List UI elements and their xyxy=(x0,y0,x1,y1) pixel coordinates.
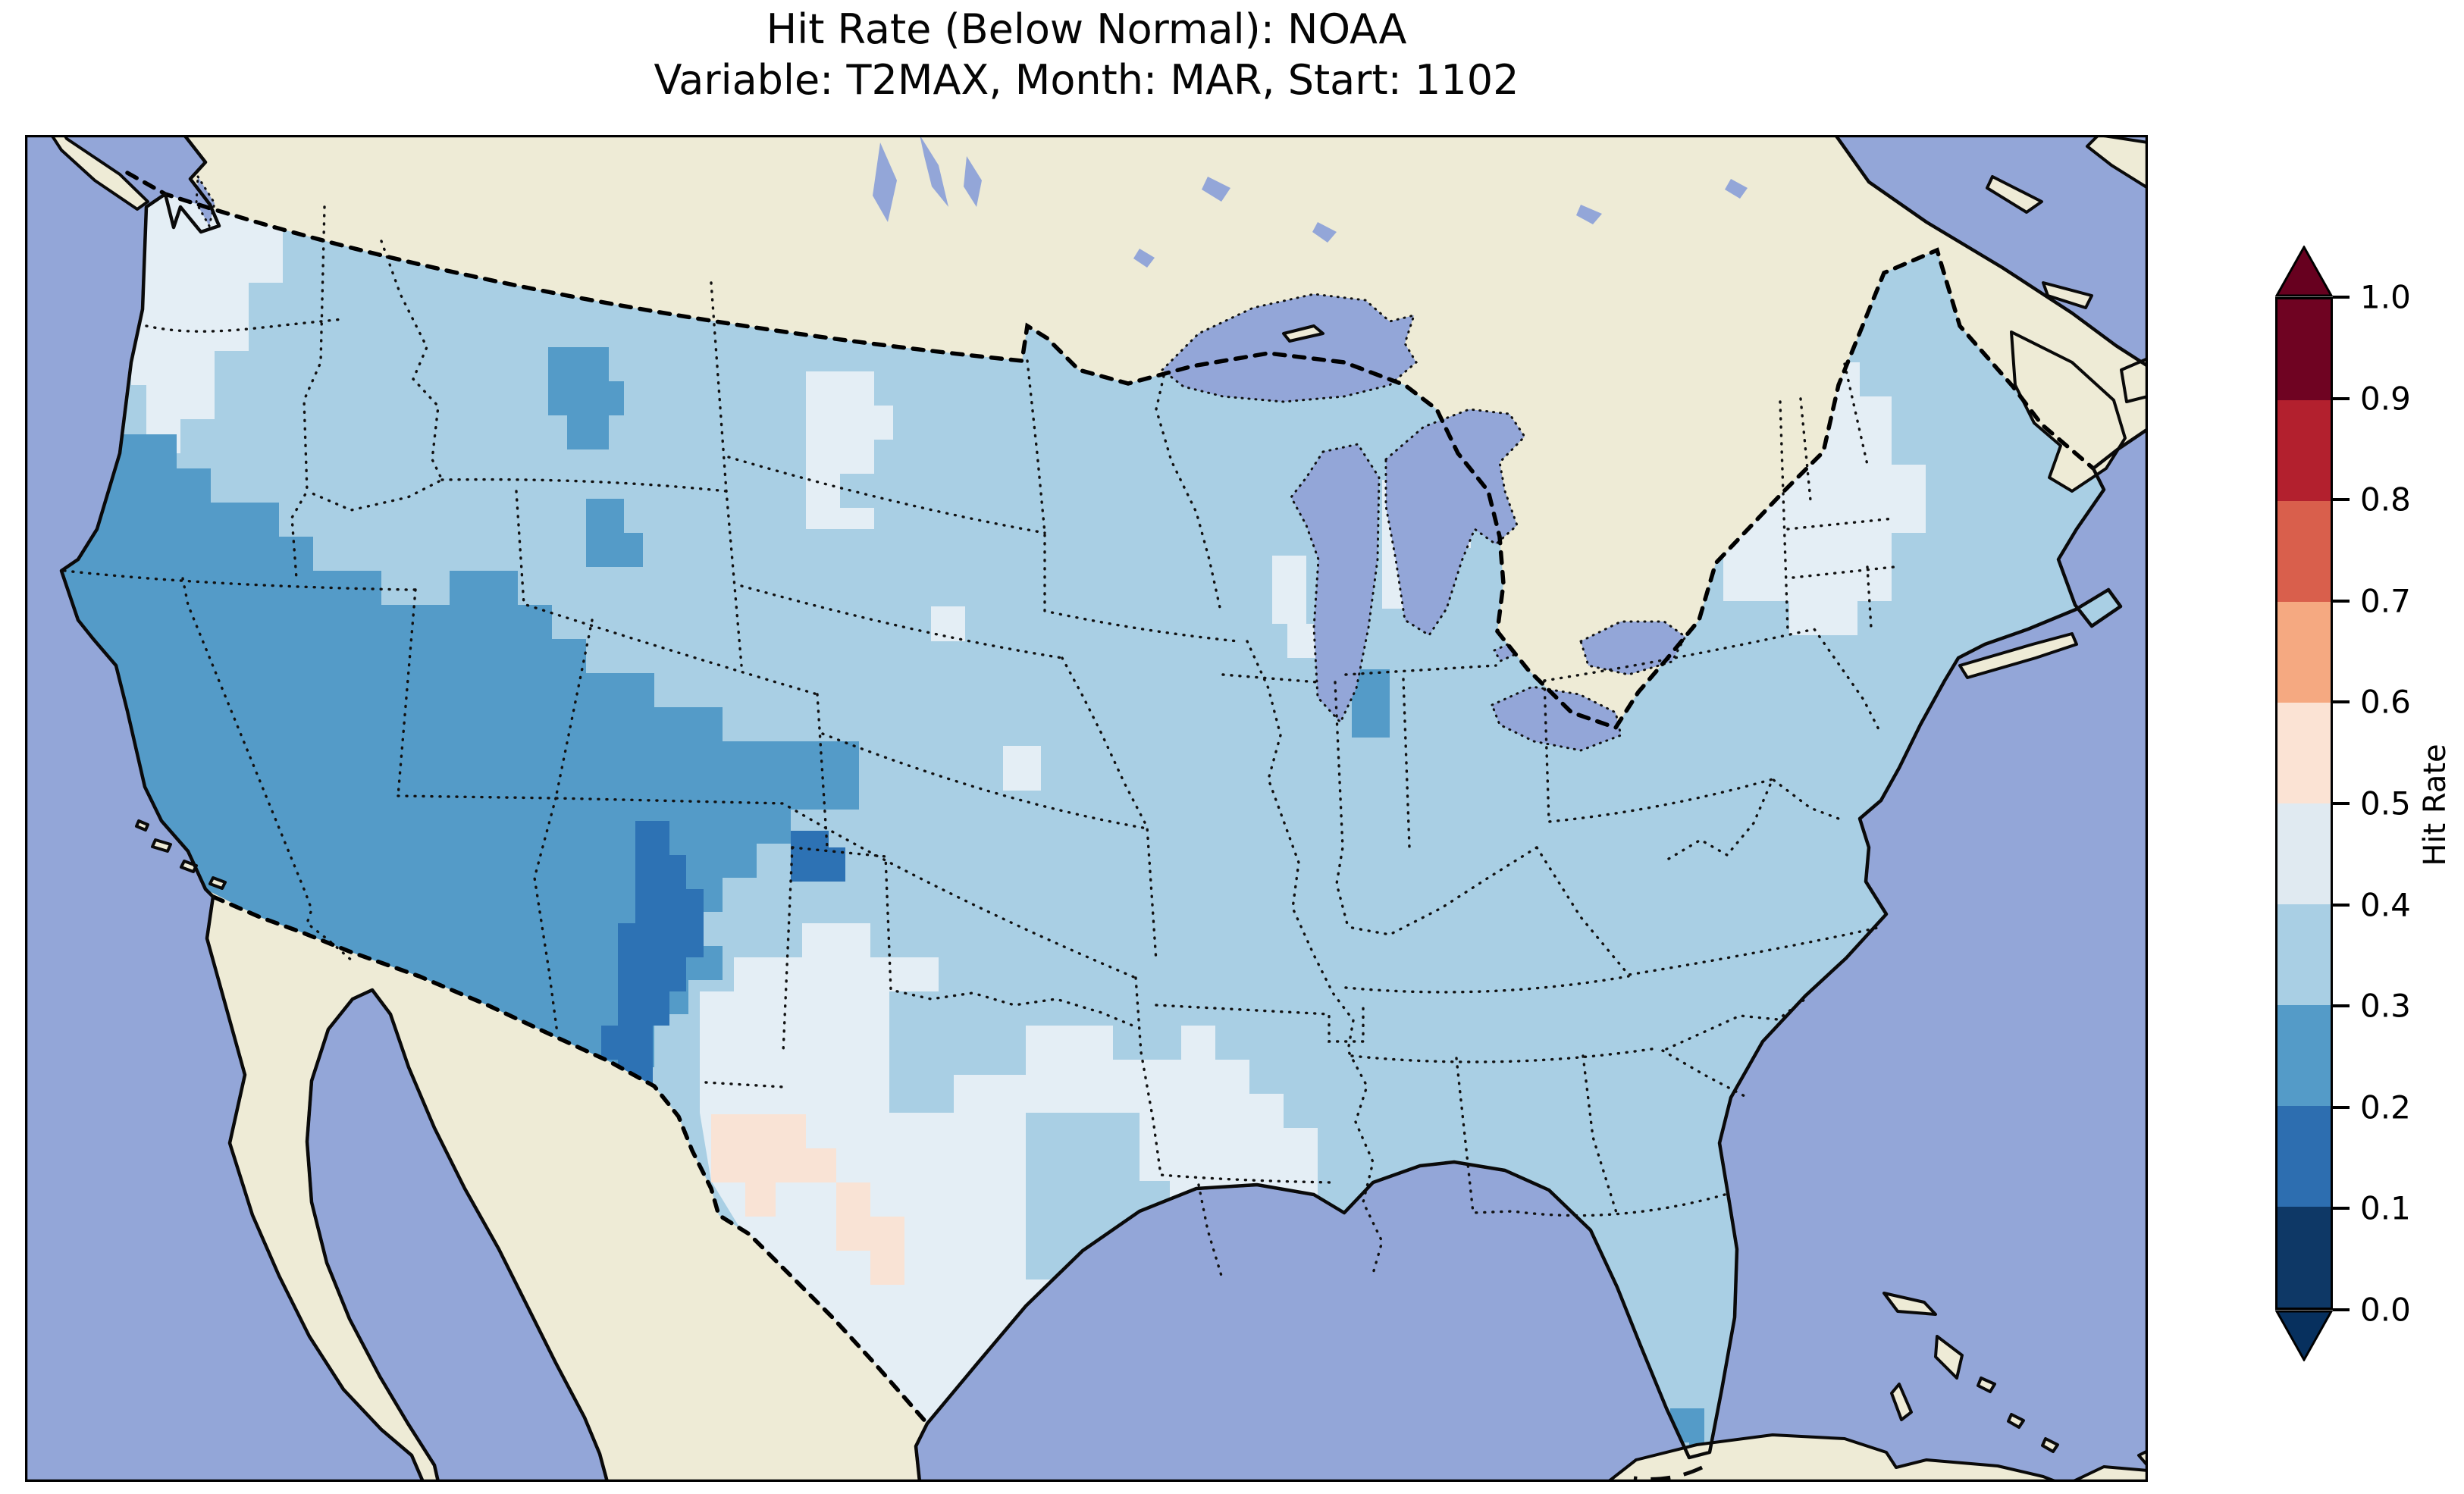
colorbar-tick-mark-0.7 xyxy=(2333,599,2350,603)
colorbar-band-0.8–0.9 xyxy=(2277,400,2331,501)
colorbar-tick-label-0.7: 0.7 xyxy=(2360,582,2411,620)
colorbar-tick-label-0.5: 0.5 xyxy=(2360,785,2411,822)
chart-title-line1: Hit Rate (Below Normal): NOAA xyxy=(766,5,1407,53)
colorbar-tick-label-0.9: 0.9 xyxy=(2360,380,2411,418)
colorbar-tick-mark-0.8 xyxy=(2333,498,2350,502)
colorbar-axis-label: Hit Rate xyxy=(2418,744,2453,866)
us-mexico-border xyxy=(211,894,929,1426)
state-borders xyxy=(63,205,1895,1277)
florida-keys xyxy=(1633,1465,1704,1481)
map-canvas xyxy=(25,135,2148,1482)
field-swtx-pink-05-06 xyxy=(711,1114,904,1285)
map-frame xyxy=(25,135,2148,1482)
anticosti-island xyxy=(1986,175,2043,214)
colorbar-band-0.2–0.3 xyxy=(2277,1005,2331,1106)
us-canada-border xyxy=(125,171,2096,731)
country-borders xyxy=(125,171,2096,1426)
bahamas xyxy=(1882,1292,2059,1453)
colorbar-tick-label-0.0: 0.0 xyxy=(2360,1291,2411,1329)
colorbar-tick-mark-0.2 xyxy=(2333,1105,2350,1109)
field-wnd-patch-04-05 xyxy=(806,371,893,529)
colorbar-band-0.1–0.2 xyxy=(2277,1106,2331,1207)
field-montana-blob-02-03 xyxy=(548,347,624,449)
colorbar-band-0.6–0.7 xyxy=(2277,602,2331,703)
chart-title: Hit Rate (Below Normal): NOAA Variable: … xyxy=(25,5,2148,106)
field-wi-cells-04-05 xyxy=(1272,556,1323,658)
colorbar-tick-label-0.6: 0.6 xyxy=(2360,683,2411,721)
colorbar-tick-mark-0.6 xyxy=(2333,700,2350,704)
colorbar-bands xyxy=(2275,297,2333,1310)
channel-islands xyxy=(135,819,227,890)
colorbar-band-0.4–0.5 xyxy=(2277,803,2331,904)
field-sd-ne-cells-04-05 xyxy=(931,606,1041,791)
canada-lakes xyxy=(873,135,1748,268)
newfoundland-corner xyxy=(2086,135,2148,189)
field-indiana-cell-02-03 xyxy=(1352,669,1390,738)
long-island xyxy=(1958,632,2078,679)
colorbar-band-0.9–1.0 xyxy=(2277,299,2331,400)
lake-huron xyxy=(1384,408,1526,637)
nova-scotia xyxy=(2010,330,2127,493)
field-wyoming-patch-02-03 xyxy=(586,499,643,567)
isle-royale xyxy=(1282,324,1324,343)
colorbar-tick-mark-1.0 xyxy=(2333,296,2350,299)
field-central-tx-03-04 xyxy=(889,991,1026,1113)
chart-title-line2: Variable: T2MAX, Month: MAR, Start: 1102 xyxy=(654,55,1519,104)
colorbar-extend-max-arrow xyxy=(2275,246,2333,297)
lake-superior xyxy=(1160,293,1418,403)
colorbar-band-0.3–0.4 xyxy=(2277,904,2331,1005)
cuba-east xyxy=(2071,1465,2148,1482)
colorbar-band-0.5–0.6 xyxy=(2277,703,2331,803)
lake-michigan xyxy=(1290,443,1381,725)
colorbar-extend-min-arrow xyxy=(2275,1310,2333,1361)
coastline xyxy=(59,135,2148,1482)
colorbar-tick-label-1.0: 1.0 xyxy=(2360,278,2411,316)
great-lakes xyxy=(1160,293,1687,752)
colorbar-tick-label-0.3: 0.3 xyxy=(2360,987,2411,1025)
prince-edward-island xyxy=(2042,281,2093,309)
cuba xyxy=(1607,1433,2058,1482)
colorbar-tick-mark-0.1 xyxy=(2333,1207,2350,1211)
colorbar-tick-label-0.2: 0.2 xyxy=(2360,1088,2411,1126)
colorbar-tick-label-0.8: 0.8 xyxy=(2360,481,2411,518)
colorbar-band-0.7–0.8 xyxy=(2277,501,2331,602)
colorbar-tick-label-0.4: 0.4 xyxy=(2360,886,2411,924)
colorbar-tick-mark-0.0 xyxy=(2333,1308,2350,1311)
colorbar-tick-mark-0.4 xyxy=(2333,903,2350,907)
colorbar-tick-mark-0.9 xyxy=(2333,396,2350,400)
us-hit-rate-map xyxy=(25,135,2148,1482)
field-nm-strip-01-02 xyxy=(601,821,704,1094)
colorbar: 1.0 0.9 0.8 0.7 0.6 0.5 0.4 0.3 0.2 0.1 0.0 xyxy=(2275,246,2411,1363)
colorbar-band-0.0–0.1 xyxy=(2277,1207,2331,1308)
colorbar-tick-mark-0.3 xyxy=(2333,1004,2350,1008)
lake-erie xyxy=(1491,685,1622,752)
vancouver-island xyxy=(50,135,149,211)
colorbar-tick-label-0.1: 0.1 xyxy=(2360,1189,2411,1227)
colorbar-tick-mark-0.5 xyxy=(2333,802,2350,805)
field-nm-tx-corner-01-02 xyxy=(791,831,845,882)
